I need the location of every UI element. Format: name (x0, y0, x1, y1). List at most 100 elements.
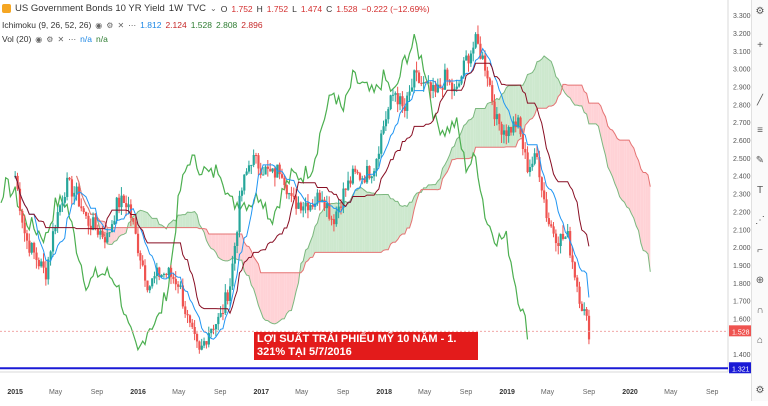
symbol-name[interactable]: US Government Bonds 10 YR Yield (15, 3, 165, 14)
ichimoku-cloud-segment (390, 198, 393, 245)
settings-icon[interactable]: ⚙ (106, 20, 114, 30)
ichimoku-cloud-segment (173, 219, 176, 228)
ichimoku-cloud-segment (617, 138, 620, 197)
ichimoku-cloud-segment (289, 272, 292, 311)
ichimoku-cloud-segment (274, 272, 278, 324)
ichimoku-cloud-segment (215, 234, 219, 258)
candle-body (266, 166, 270, 169)
source: TVC (187, 3, 207, 14)
candle-body (422, 82, 425, 84)
vol-value-2: n/a (95, 34, 108, 44)
settings-icon[interactable]: ⚙ (755, 6, 765, 17)
ichimoku-span-a (76, 55, 651, 325)
ichimoku-cloud-segment (192, 211, 195, 228)
brush-icon[interactable]: ✎ (755, 155, 765, 166)
gear-icon[interactable]: ⚙ (755, 385, 765, 396)
ichimoku-cloud-segment (612, 130, 615, 184)
magnet-icon[interactable]: ∩ (756, 305, 764, 316)
candle-body (273, 168, 277, 178)
ichimoku-cloud-segment (230, 234, 233, 260)
candle-body (580, 303, 584, 311)
annotation-label[interactable]: LỢI SUẤT TRÁI PHIẾU MỸ 10 NĂM - 1. 321% … (254, 332, 478, 360)
y-tick-label: 2.600 (733, 138, 751, 145)
candle-body (410, 87, 414, 92)
settings-icon[interactable]: ⚙ (46, 34, 54, 44)
candle-body (399, 96, 402, 105)
x-tick-label: May (295, 389, 309, 396)
candle-body (382, 126, 385, 134)
ichimoku-tenkan-value: 1.812 (140, 20, 162, 30)
zoom-icon[interactable]: ⊕ (755, 275, 765, 286)
vol-label[interactable]: Vol (20) (2, 34, 32, 44)
candle-body (89, 225, 92, 230)
chevron-icon[interactable]: ⌄ (210, 4, 217, 13)
eye-icon[interactable]: ◉ (35, 34, 43, 44)
candle-body (354, 168, 357, 172)
candle-body (221, 312, 225, 314)
candle-body (467, 55, 470, 64)
candle-body (285, 185, 288, 195)
ichimoku-cloud-segment (281, 272, 285, 320)
candle-body (512, 121, 515, 133)
candle-body (502, 130, 506, 135)
candle-body (132, 218, 135, 222)
candle-body (200, 345, 203, 350)
candle-body (82, 208, 85, 212)
ichimoku-cloud-segment (544, 55, 547, 109)
close-icon[interactable]: ✕ (117, 20, 125, 30)
ohlc-o-label: O (220, 3, 228, 14)
ichimoku-cloud-segment (640, 168, 644, 251)
more-icon[interactable]: ⋯ (128, 20, 137, 30)
ichimoku-row[interactable]: Ichimoku (9, 26, 52, 26) ◉ ⚙ ✕ ⋯ 1.812 2… (2, 20, 263, 30)
candle-body (344, 188, 347, 190)
vol-value-1: n/a (80, 34, 92, 44)
candle-body (321, 199, 324, 203)
candle-body (406, 95, 409, 111)
right-toolbar: ⚙ + ╱ ≡ ✎ T ⋰ ⌐ ⊕ ∩ ⌂ ⚙ (751, 0, 768, 401)
candle-body (554, 233, 558, 244)
ichimoku-cloud-segment (185, 212, 188, 228)
ichimoku-cloud-segment (489, 101, 493, 148)
volume-row[interactable]: Vol (20) ◉ ⚙ ✕ ⋯ n/a n/a (2, 34, 108, 44)
ichimoku-label[interactable]: Ichimoku (9, 26, 52, 26) (2, 20, 92, 30)
ichimoku-cloud-segment (629, 140, 632, 214)
close-icon[interactable]: ✕ (57, 34, 65, 44)
candle-body (328, 203, 331, 219)
level-line-tag (729, 362, 757, 374)
eye-icon[interactable]: ◉ (95, 20, 103, 30)
fib-icon[interactable]: ≡ (757, 125, 763, 136)
interval[interactable]: 1W (168, 3, 184, 14)
ichimoku-cloud-segment (477, 108, 481, 148)
x-tick-label: 2016 (130, 389, 146, 396)
candle-body (557, 243, 560, 247)
ichimoku-cloud-segment (378, 194, 382, 253)
y-tick-label: 1.900 (733, 263, 751, 270)
candle-body (226, 292, 229, 301)
candle-body (576, 277, 579, 287)
candle-body (75, 186, 78, 193)
pattern-icon[interactable]: ⋰ (755, 215, 765, 226)
ichimoku-cloud-segment (142, 210, 146, 228)
more-icon[interactable]: ⋯ (68, 34, 77, 44)
candle-body (94, 217, 97, 229)
candle-body (77, 186, 81, 207)
candle-body (363, 178, 366, 183)
crosshair-icon[interactable]: + (757, 40, 763, 51)
lock-icon[interactable]: ⌂ (756, 335, 764, 346)
trendline-icon[interactable]: ╱ (756, 95, 764, 106)
candle-body (158, 267, 161, 277)
x-tick-label: 2017 (254, 389, 270, 396)
candle-body (462, 60, 465, 77)
ichimoku-cloud-segment (621, 140, 625, 203)
candle-body (531, 163, 534, 168)
ichimoku-cloud-segment (473, 108, 476, 156)
ichimoku-cloud-segment (553, 67, 556, 106)
candle-body (434, 85, 437, 93)
ruler-icon[interactable]: ⌐ (757, 245, 763, 256)
candle-body (68, 177, 71, 180)
text-icon[interactable]: T (756, 185, 764, 196)
candle-body (401, 96, 404, 107)
ichimoku-cloud-segment (407, 202, 410, 228)
